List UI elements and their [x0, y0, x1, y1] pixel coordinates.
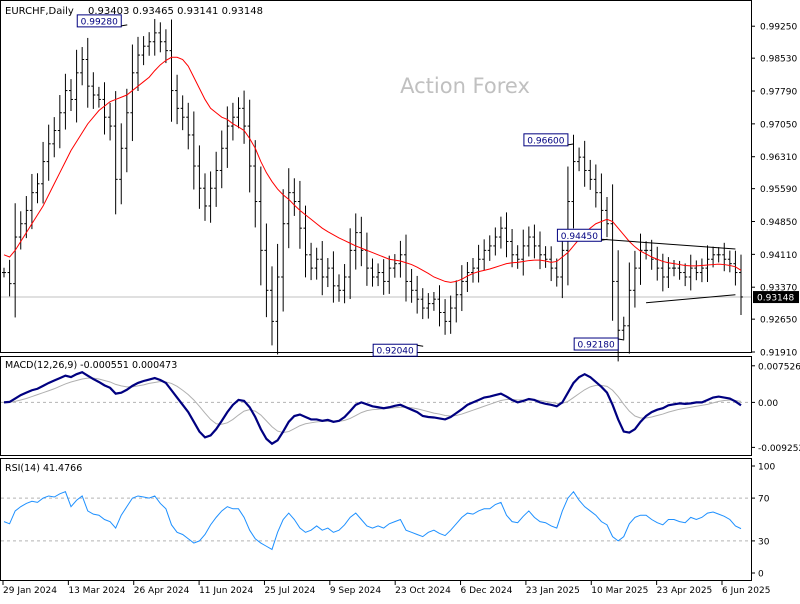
current-price-label: 0.93148 [757, 294, 794, 304]
x-tick-label: 11 Jun 2024 [199, 586, 253, 596]
rsi-panel-frame [0, 458, 752, 581]
price-callout-leader [417, 344, 424, 347]
price-tick-label: 0.93370 [760, 284, 797, 294]
rsi-tick-label: 0 [758, 570, 764, 580]
x-axis: 29 Jan 2024 13 Mar 2024 26 Apr 2024 11 Jun … [2, 581, 770, 596]
macd-line [3, 371, 742, 446]
price-callout-box [76, 14, 122, 28]
macd-tick-label: -0.009252 [758, 444, 800, 454]
x-tick-label: 29 Jan 2024 [3, 586, 57, 596]
ohlc-values: 0.93403 0.93465 0.93141 0.93148 [88, 6, 263, 17]
macd-panel: 0.007526 0.00 -0.009252 [1, 362, 800, 454]
price-callout-box [556, 228, 602, 242]
price-tick-label: 0.94850 [760, 218, 797, 228]
price-callout-leader [601, 238, 608, 241]
price-tick-label: 0.99250 [760, 23, 797, 33]
macd-tick-label: 0.007526 [758, 362, 800, 372]
rsi-tick-label: 70 [758, 495, 770, 505]
price-tick-label: 0.97790 [760, 88, 797, 98]
x-tick-label: 9 Sep 2024 [330, 586, 382, 596]
price-callout-label: 0.92040 [377, 347, 414, 357]
x-tick-label: 23 Apr 2025 [657, 586, 713, 596]
price-tick-label: 0.96310 [760, 153, 797, 163]
x-tick-label: 26 Apr 2024 [134, 586, 190, 596]
price-callout-box [523, 133, 569, 147]
price-panel-frame [0, 0, 752, 353]
macd-signal-line [4, 377, 742, 434]
price-callouts: 0.99280 0.92040 0.96600 0.94450 0.92180 [76, 14, 625, 357]
triangle-upper-line [601, 238, 736, 250]
price-axis: 0.99250 0.98530 0.97790 0.97050 0.96310 0.955… [1, 23, 799, 359]
rsi-panel: 100 70 30 0 [1, 463, 775, 580]
price-callout-leader [567, 143, 574, 146]
price-callout-leader [121, 24, 128, 27]
price-tick-label: 0.91910 [760, 349, 797, 359]
price-tick-label: 0.92650 [760, 316, 797, 326]
price-tick-label: 0.97050 [760, 120, 797, 130]
moving-average [3, 56, 742, 283]
rsi-line [3, 490, 742, 551]
x-tick-label: 25 Jul 2024 [264, 586, 315, 596]
rsi-tick-label: 30 [758, 537, 770, 547]
macd-title: MACD(12,26,9) -0.000551 0.000473 [5, 360, 177, 371]
watermark-text: Action Forex [400, 74, 530, 98]
price-callout-leader [618, 338, 625, 341]
price-callout-label: 0.94450 [561, 232, 598, 242]
x-tick-label: 6 Jun 2025 [722, 586, 770, 596]
x-tick-label: 6 Dec 2024 [461, 586, 513, 596]
price-tick-label: 0.98530 [760, 55, 797, 65]
rsi-title: RSI(14) 41.4766 [5, 463, 82, 474]
moving-average-line [3, 56, 742, 283]
macd-tick-label: 0.00 [758, 399, 778, 409]
x-tick-label: 13 Mar 2024 [68, 586, 125, 596]
rsi-tick-label: 100 [758, 463, 775, 473]
price-callout-label: 0.96600 [527, 136, 564, 146]
price-tick-label: 0.95590 [760, 185, 797, 195]
triangle-pattern [601, 238, 736, 304]
current-price-box [753, 291, 799, 304]
triangle-lower-line [646, 294, 736, 304]
x-tick-label: 23 Oct 2024 [395, 586, 451, 596]
price-bars [2, 18, 743, 362]
price-callout-label: 0.92180 [578, 341, 615, 351]
symbol-label: EURCHF,Daily [5, 6, 74, 17]
price-callout-box [573, 337, 619, 351]
x-tick-label: 10 Mar 2025 [591, 586, 648, 596]
x-tick-label: 23 Jan 2025 [526, 586, 580, 596]
price-callout-box [372, 343, 418, 357]
price-callout-label: 0.99280 [81, 17, 118, 27]
price-tick-label: 0.94110 [760, 251, 797, 261]
